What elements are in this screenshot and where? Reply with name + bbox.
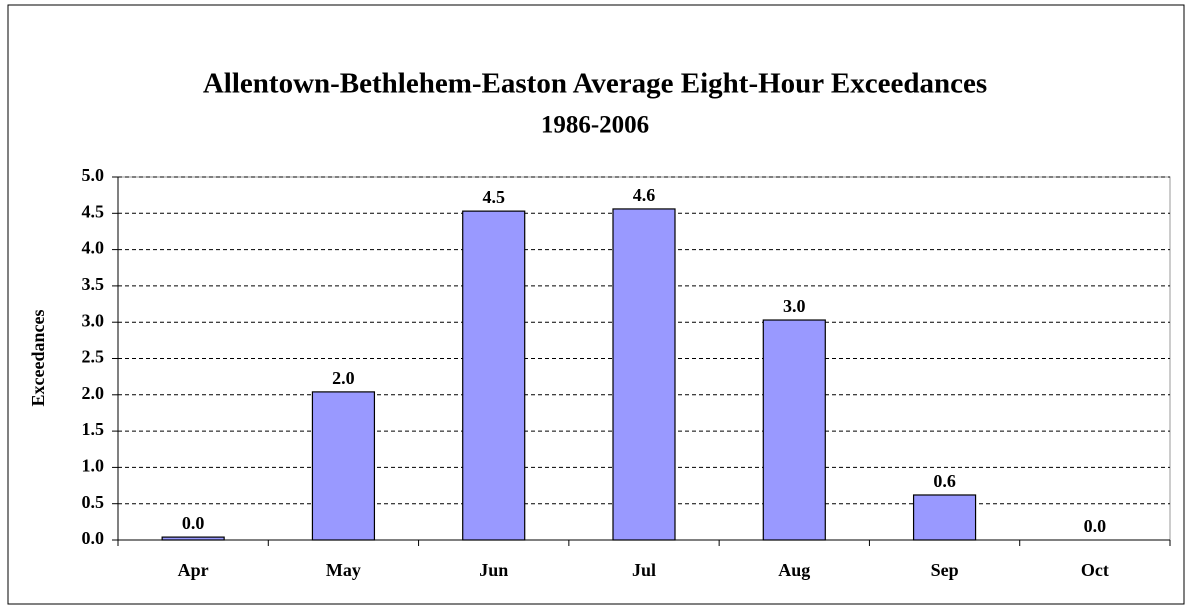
x-tick-label: May — [326, 560, 361, 580]
value-label: 3.0 — [783, 296, 806, 316]
y-tick-label: 1.0 — [82, 456, 105, 476]
value-label: 4.6 — [633, 185, 656, 205]
y-tick-label: 0.5 — [82, 492, 105, 512]
value-label: 0.0 — [182, 513, 205, 533]
y-tick-label: 2.5 — [82, 347, 105, 367]
y-tick-label: 1.5 — [82, 419, 105, 439]
chart-subtitle: 1986-2006 — [541, 112, 649, 139]
y-tick-label: 5.0 — [82, 165, 105, 185]
value-label: 0.0 — [1084, 516, 1107, 536]
bar — [462, 210, 526, 541]
x-tick-label: Aug — [778, 560, 810, 580]
x-tick-label: Apr — [178, 560, 209, 580]
y-tick-label: 3.0 — [82, 310, 105, 330]
x-tick-label: Sep — [931, 560, 959, 580]
bar — [762, 319, 826, 541]
y-axis-label: Exceedances — [28, 310, 48, 407]
y-tick-label: 2.0 — [82, 383, 105, 403]
bar — [612, 208, 676, 541]
chart-title: Allentown-Bethlehem-Easton Average Eight… — [203, 68, 987, 100]
x-tick-label: Oct — [1081, 560, 1109, 580]
y-tick-label: 0.0 — [82, 528, 105, 548]
x-tick-label: Jul — [632, 560, 656, 580]
bar — [912, 494, 977, 541]
y-tick-label: 3.5 — [82, 274, 105, 294]
y-tick-label: 4.0 — [82, 238, 105, 258]
x-tick-label: Jun — [479, 560, 508, 580]
y-tick-label: 4.5 — [82, 201, 105, 221]
bar — [311, 391, 376, 541]
value-label: 2.0 — [332, 368, 355, 388]
value-label: 4.5 — [482, 187, 505, 207]
value-label: 0.6 — [933, 471, 956, 491]
